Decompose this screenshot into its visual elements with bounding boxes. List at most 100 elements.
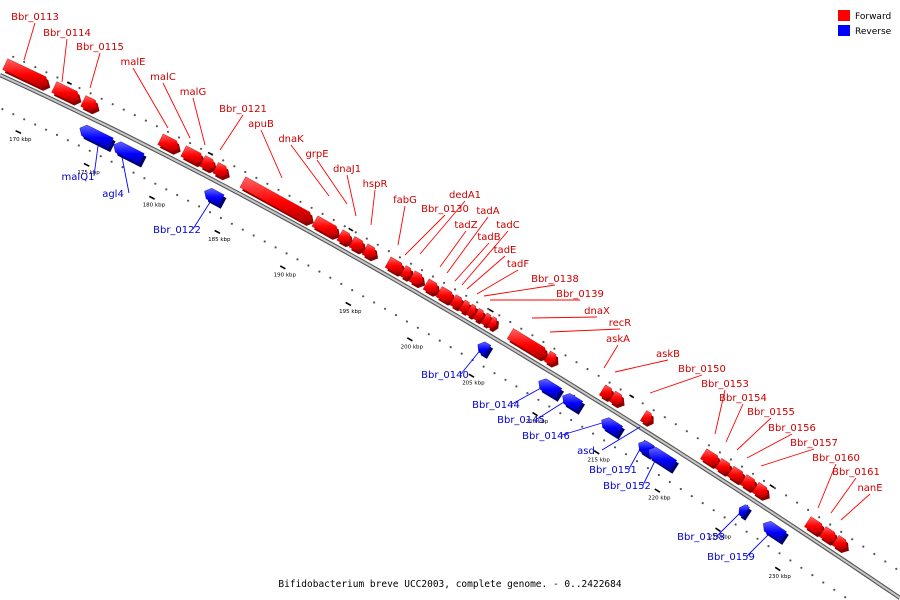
forward-gene-label[interactable]: nanE [857, 483, 882, 494]
forward-gene-arrow[interactable] [435, 286, 454, 303]
forward-gene-arrow[interactable] [311, 215, 339, 237]
forward-gene-arrow[interactable] [199, 155, 215, 171]
forward-gene-arrow[interactable] [399, 265, 412, 279]
reverse-gene-arrow[interactable] [538, 378, 563, 399]
reverse-gene-arrow[interactable] [738, 504, 750, 518]
forward-gene-label[interactable]: tadZ [454, 220, 477, 231]
forward-gene-arrow[interactable] [506, 328, 547, 359]
forward-gene-label[interactable]: dnaX [584, 306, 610, 317]
forward-gene-arrow[interactable] [408, 270, 424, 286]
reverse-gene-arrow[interactable] [601, 417, 623, 437]
reverse-gene-label[interactable]: Bbr_0151 [589, 465, 637, 476]
forward-gene-arrow[interactable] [348, 236, 365, 252]
forward-label-leader [466, 255, 506, 290]
forward-gene-label[interactable]: Bbr_0139 [556, 289, 604, 300]
forward-gene-label[interactable]: tadE [494, 245, 517, 256]
reverse-gene-label[interactable]: Bbr_0122 [153, 225, 201, 236]
forward-gene-arrow[interactable] [804, 516, 823, 535]
forward-gene-arrow[interactable] [543, 350, 557, 365]
forward-gene-label[interactable]: malE [121, 57, 146, 68]
forward-gene-arrow[interactable] [740, 474, 756, 490]
forward-label-leader [714, 389, 726, 435]
forward-gene-label[interactable]: askB [656, 349, 680, 360]
reverse-gene-arrow[interactable] [638, 440, 654, 457]
forward-gene-label[interactable]: grpE [305, 149, 328, 160]
reverse-gene-label[interactable]: Bbr_0145 [497, 415, 545, 426]
forward-gene-arrow[interactable] [458, 299, 470, 313]
forward-gene-arrow[interactable] [715, 458, 731, 474]
forward-gene-arrow[interactable] [51, 81, 80, 103]
forward-gene-arrow[interactable] [819, 526, 836, 543]
forward-gene-arrow[interactable] [465, 303, 477, 317]
reverse-gene-arrow[interactable] [113, 141, 145, 165]
reverse-gene-label[interactable]: Bbr_0152 [603, 481, 651, 492]
forward-gene-arrow[interactable] [449, 294, 463, 309]
forward-gene-label[interactable]: tadA [476, 206, 499, 217]
forward-gene-arrow[interactable] [239, 176, 312, 223]
forward-gene-label[interactable]: Bbr_0160 [812, 453, 860, 464]
forward-gene-label[interactable]: Bbr_0154 [719, 393, 767, 404]
forward-gene-arrow[interactable] [2, 58, 49, 88]
forward-gene-arrow[interactable] [336, 229, 352, 245]
forward-gene-label[interactable]: Bbr_0157 [790, 438, 838, 449]
forward-gene-label[interactable]: Bbr_0113 [11, 12, 59, 23]
forward-gene-label[interactable]: askA [606, 334, 630, 345]
reverse-gene-arrow[interactable] [477, 341, 492, 356]
forward-gene-arrow[interactable] [157, 133, 179, 152]
forward-gene-label[interactable]: Bbr_0115 [76, 42, 124, 53]
forward-gene-arrow[interactable] [608, 390, 623, 406]
reverse-gene-arrow[interactable] [204, 187, 225, 206]
reverse-gene-arrow[interactable] [562, 393, 584, 412]
forward-gene-label[interactable]: hspR [363, 179, 388, 190]
forward-gene-arrow[interactable] [384, 256, 404, 274]
reverse-gene-label[interactable]: malQ1 [62, 172, 95, 183]
forward-gene-label[interactable]: apuB [248, 119, 274, 130]
forward-gene-label[interactable]: Bbr_0138 [531, 274, 579, 285]
forward-gene-arrow[interactable] [752, 482, 768, 498]
reverse-gene-label[interactable]: Bbr_0158 [677, 532, 725, 543]
reverse-gene-label[interactable]: Bbr_0146 [522, 431, 570, 442]
forward-gene-label[interactable]: tadB [477, 232, 500, 243]
reverse-gene-label[interactable]: asd [577, 446, 595, 457]
forward-gene-arrow[interactable] [832, 534, 847, 551]
ruler-dot [143, 177, 146, 180]
forward-gene-label[interactable]: recR [609, 318, 632, 329]
forward-gene-arrow[interactable] [639, 410, 652, 424]
ruler-dot [762, 479, 766, 482]
forward-gene-label[interactable]: Bbr_0153 [701, 379, 749, 390]
forward-gene-label[interactable]: malC [150, 72, 176, 83]
forward-gene-label[interactable]: fabG [393, 195, 417, 206]
reverse-gene-arrow[interactable] [648, 446, 677, 471]
forward-gene-label[interactable]: dnaK [278, 134, 304, 145]
reverse-gene-label[interactable]: Bbr_0144 [472, 400, 520, 411]
forward-gene-label[interactable]: dnaJ1 [333, 164, 361, 175]
forward-gene-label[interactable]: Bbr_0150 [678, 364, 726, 375]
forward-gene-arrow[interactable] [480, 312, 492, 326]
forward-gene-arrow[interactable] [180, 145, 203, 165]
forward-gene-arrow[interactable] [472, 307, 484, 322]
forward-gene-label[interactable]: malG [180, 87, 206, 98]
forward-gene-arrow[interactable] [422, 278, 439, 294]
forward-label-leader [840, 493, 871, 521]
forward-gene-label[interactable]: Bbr_0161 [832, 467, 880, 478]
reverse-gene-arrow[interactable] [763, 520, 787, 542]
forward-gene-arrow[interactable] [727, 465, 744, 483]
forward-gene-arrow[interactable] [80, 95, 98, 112]
forward-gene-arrow[interactable] [700, 448, 719, 466]
forward-gene-arrow[interactable] [598, 384, 613, 399]
reverse-gene-label[interactable]: agl4 [102, 189, 124, 200]
forward-gene-arrow[interactable] [361, 243, 377, 259]
forward-gene-arrow[interactable] [212, 162, 228, 178]
forward-gene-label[interactable]: tadF [507, 259, 529, 270]
reverse-gene-arrow[interactable] [79, 124, 114, 150]
reverse-gene-label[interactable]: Bbr_0140 [421, 370, 469, 381]
forward-gene-label[interactable]: tadC [496, 220, 519, 231]
forward-gene-label[interactable]: Bbr_0156 [768, 423, 816, 434]
forward-gene-label[interactable]: Bbr_0114 [43, 28, 91, 39]
forward-gene-label[interactable]: dedA1 [449, 190, 481, 201]
forward-gene-label[interactable]: Bbr_0130 [421, 204, 469, 215]
forward-gene-label[interactable]: Bbr_0155 [747, 407, 795, 418]
forward-gene-label[interactable]: Bbr_0121 [219, 104, 267, 115]
forward-gene-arrow[interactable] [486, 316, 498, 330]
reverse-gene-label[interactable]: Bbr_0159 [707, 552, 755, 563]
